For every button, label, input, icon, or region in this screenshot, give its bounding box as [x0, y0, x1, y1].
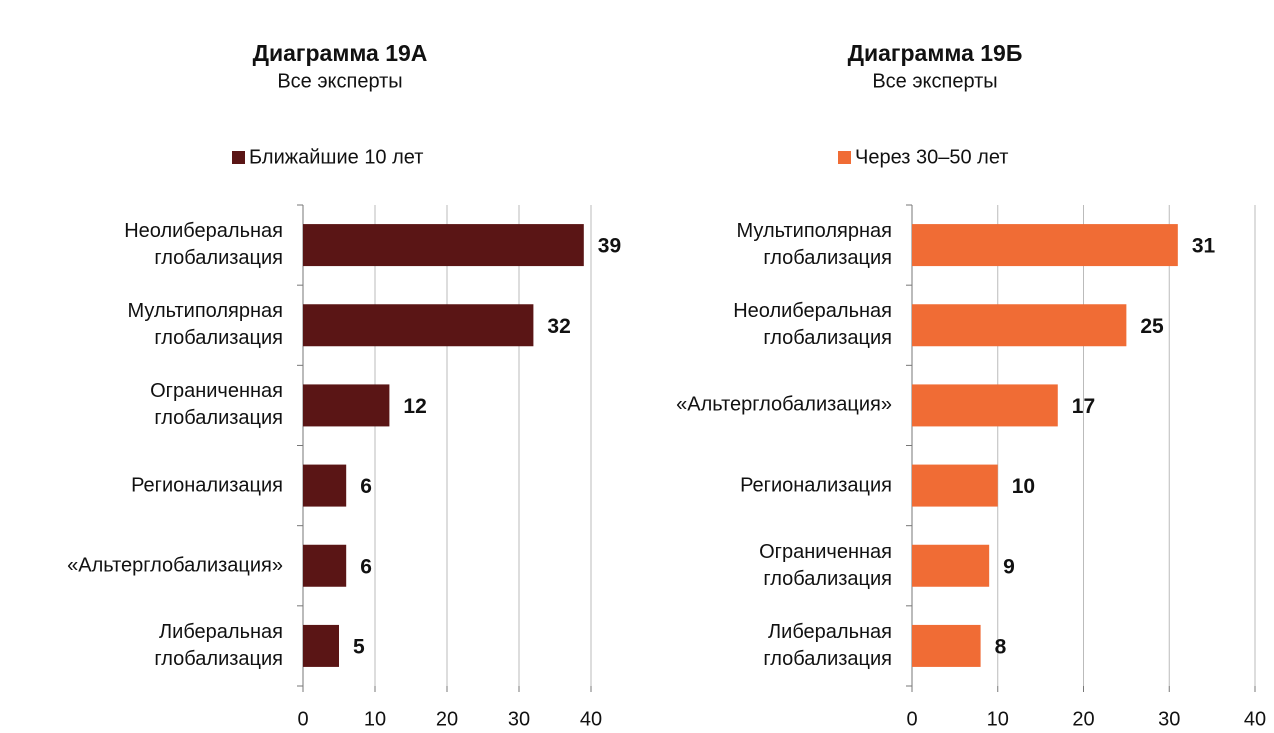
chart-subtitle: Все эксперты — [277, 70, 402, 92]
bar — [303, 304, 534, 347]
x-tick-label: 0 — [297, 708, 308, 730]
data-label: 9 — [1003, 555, 1015, 578]
x-tick-label: 40 — [1244, 708, 1266, 730]
category-label: Либеральная глобализация — [763, 620, 892, 670]
chart-subtitle: Все эксперты — [872, 70, 997, 92]
legend-swatch — [838, 151, 851, 164]
category-label: Регионализация — [131, 474, 283, 497]
category-label: Ограниченная глобализация — [150, 380, 283, 430]
bar — [912, 544, 990, 587]
x-tick-label: 30 — [1158, 708, 1180, 730]
bar — [912, 384, 1058, 427]
data-label: 17 — [1072, 395, 1095, 418]
x-tick-label: 10 — [987, 708, 1009, 730]
category-label: Мультиполярная глобализация — [127, 300, 283, 350]
legend-label: Через 30–50 лет — [855, 146, 1008, 168]
category-label: «Альтерглобализация» — [676, 393, 892, 416]
data-label: 31 — [1192, 235, 1216, 258]
x-tick-label: 10 — [364, 708, 386, 730]
bar — [912, 464, 998, 507]
data-label: 39 — [598, 235, 621, 258]
category-label: Неолиберальная глобализация — [733, 300, 892, 350]
x-tick-label: 20 — [1072, 708, 1094, 730]
category-label: «Альтерглобализация» — [67, 554, 283, 577]
category-label: Ограниченная глобализация — [759, 540, 892, 590]
bar — [912, 224, 1178, 267]
bar — [303, 384, 390, 427]
bar — [912, 624, 981, 667]
data-label: 12 — [403, 395, 426, 418]
bar — [303, 624, 339, 667]
bar — [303, 464, 347, 507]
chart-title: Диаграмма 19А — [253, 40, 428, 66]
data-label: 25 — [1140, 315, 1164, 338]
x-tick-label: 40 — [580, 708, 602, 730]
data-label: 8 — [995, 635, 1007, 658]
category-label: Регионализация — [740, 474, 892, 497]
chart-title: Диаграмма 19Б — [848, 40, 1023, 66]
data-label: 10 — [1012, 475, 1035, 498]
data-label: 5 — [353, 635, 365, 658]
legend-swatch — [232, 151, 245, 164]
category-label: Либеральная глобализация — [154, 620, 283, 670]
x-tick-label: 20 — [436, 708, 458, 730]
legend-label: Ближайшие 10 лет — [249, 146, 423, 168]
bar — [303, 224, 584, 267]
bar — [912, 304, 1127, 347]
data-label: 6 — [360, 555, 372, 578]
bar — [303, 544, 347, 587]
x-tick-label: 30 — [508, 708, 530, 730]
data-label: 32 — [547, 315, 570, 338]
data-label: 6 — [360, 475, 372, 498]
x-tick-label: 0 — [906, 708, 917, 730]
category-label: Неолиберальная глобализация — [124, 220, 283, 270]
category-label: Мультиполярная глобализация — [736, 220, 892, 270]
